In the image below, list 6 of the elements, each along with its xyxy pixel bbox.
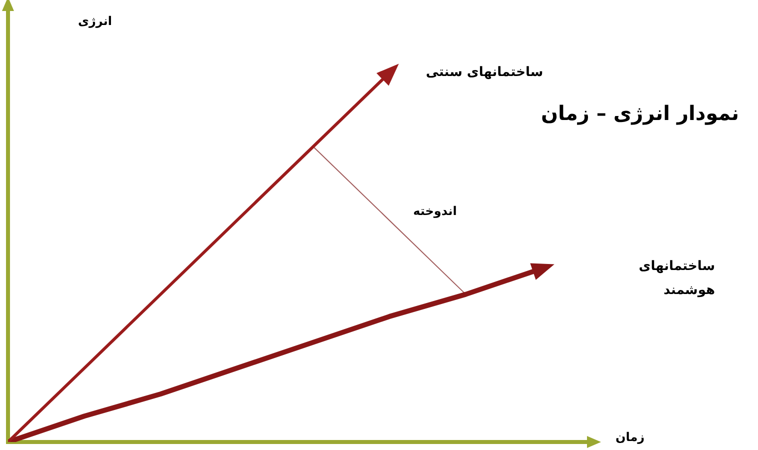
annotation: اندوخته <box>413 204 457 218</box>
y-axis-title: انرژی <box>78 14 112 28</box>
text: نمودار انرژی – زمان <box>540 101 740 126</box>
text: ساختمانهای سنتی <box>426 65 544 80</box>
x-axis-title: زمان <box>615 430 645 444</box>
text: ساختمانهای هوشمند <box>638 258 715 298</box>
